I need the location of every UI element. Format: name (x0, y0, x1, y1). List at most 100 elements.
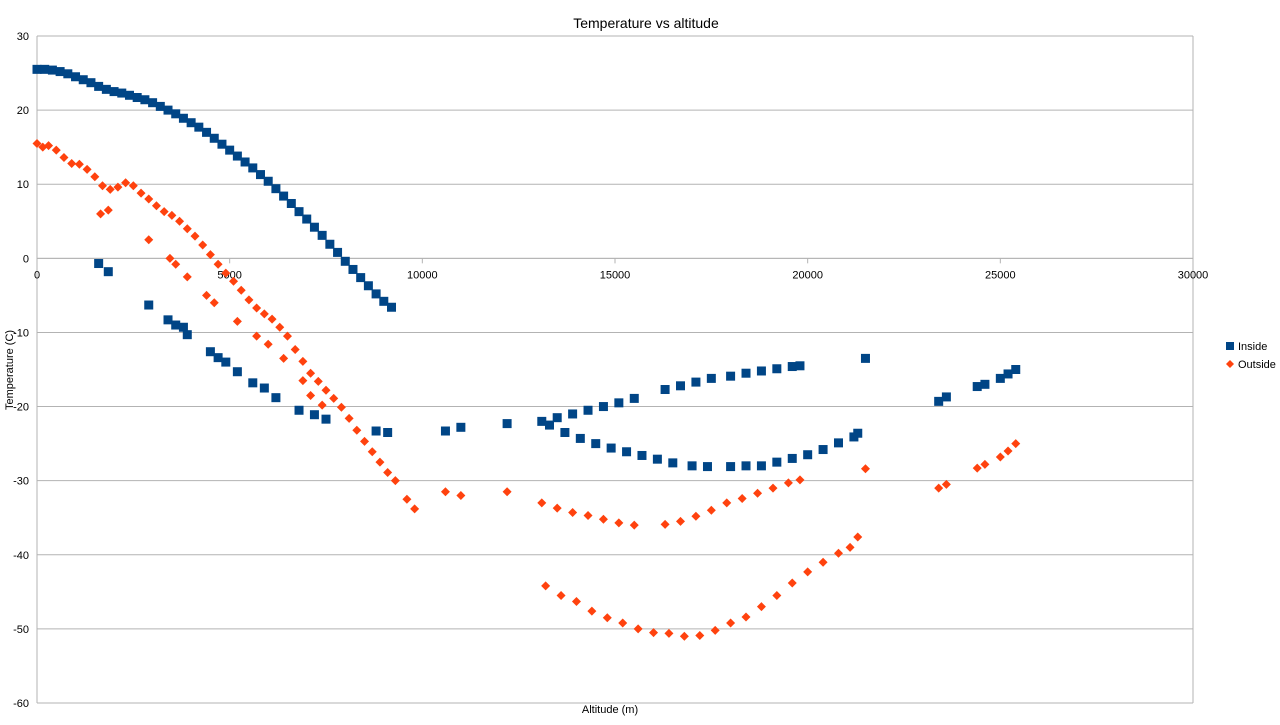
outside-data-point (263, 339, 273, 349)
outside-data-point (737, 493, 747, 503)
inside-data-point (456, 422, 466, 432)
inside-data-point (240, 157, 250, 167)
inside-data-point (217, 139, 227, 149)
outside-data-point (995, 452, 1005, 462)
inside-data-point (248, 378, 258, 388)
inside-data-point (502, 419, 512, 429)
inside-data-point (302, 214, 312, 224)
outside-data-point (1011, 439, 1021, 449)
outside-data-point (67, 158, 77, 168)
outside-data-point (390, 476, 400, 486)
outside-data-point (614, 518, 624, 528)
outside-data-point (98, 181, 108, 191)
inside-data-point (124, 90, 134, 100)
inside-data-point (741, 461, 751, 471)
inside-data-point (629, 393, 639, 403)
inside-data-point (356, 273, 366, 283)
legend: Inside Outside (1226, 341, 1276, 371)
outside-data-point (726, 618, 736, 628)
x-tick-label: 15000 (600, 269, 631, 281)
x-tick-label: 30000 (1178, 269, 1209, 281)
inside-data-point (103, 267, 113, 277)
inside-data-point (117, 88, 127, 98)
inside-data-point (94, 259, 104, 269)
inside-data-point (598, 402, 608, 412)
inside-data-point (40, 64, 50, 74)
inside-data-point (317, 230, 327, 240)
outside-data-point (787, 578, 797, 588)
outside-data-point (306, 390, 316, 400)
inside-data-point (263, 176, 273, 186)
outside-data-point (290, 344, 300, 354)
inside-data-point (591, 439, 601, 449)
outside-data-point (980, 459, 990, 469)
inside-data-point (660, 385, 670, 395)
outside-data-point (803, 567, 813, 577)
outside-data-point (618, 618, 628, 628)
outside-data-point (205, 250, 215, 260)
y-tick-label: 10 (17, 179, 29, 191)
x-tick-label: 5000 (217, 269, 241, 281)
inside-data-point (972, 382, 982, 392)
inside-data-point (178, 322, 188, 332)
inside-data-point (756, 461, 766, 471)
inside-data-point (194, 122, 204, 132)
inside-data-point (279, 191, 289, 201)
inside-data-point (213, 353, 223, 363)
outside-data-point (44, 141, 54, 151)
outside-data-point (113, 182, 123, 192)
outside-data-point (710, 625, 720, 635)
outside-data-point (537, 498, 547, 508)
inside-data-point (980, 379, 990, 389)
outside-data-point (853, 532, 863, 542)
inside-data-point (860, 353, 870, 363)
outside-data-point (275, 322, 285, 332)
inside-data-point (853, 428, 863, 438)
outside-data-point (972, 463, 982, 473)
outside-data-point (753, 488, 763, 498)
outside-data-point (352, 425, 362, 435)
outside-data-point (329, 393, 339, 403)
outside-data-point (402, 494, 412, 504)
outside-data-point (236, 285, 246, 295)
outside-data-point (213, 259, 223, 269)
inside-data-point (371, 289, 381, 299)
x-axis-label: Altitude (m) (582, 704, 638, 716)
legend-label: Outside (1238, 359, 1276, 371)
inside-data-point (379, 296, 389, 306)
inside-data-point (833, 438, 843, 448)
outside-data-point (818, 557, 828, 567)
inside-data-point (132, 93, 142, 103)
inside-data-point (109, 87, 119, 97)
outside-data-point (182, 224, 192, 234)
inside-data-point (803, 450, 813, 460)
inside-data-point (294, 207, 304, 217)
inside-data-point (787, 362, 797, 372)
outside-data-point (90, 172, 100, 182)
inside-data-point (772, 364, 782, 374)
x-tick-label: 10000 (407, 269, 438, 281)
inside-data-point (1003, 369, 1013, 379)
inside-data-point (652, 454, 662, 464)
inside-data-point (726, 462, 736, 472)
y-axis-label: Temperature (C) (4, 330, 16, 410)
inside-data-point (140, 95, 150, 105)
inside-data-point (795, 361, 805, 371)
outside-data-point (151, 201, 161, 211)
outside-data-point (298, 376, 308, 386)
inside-data-point (741, 368, 751, 378)
outside-data-point (541, 581, 551, 591)
y-tick-label: 0 (23, 253, 29, 265)
inside-data-point (575, 433, 585, 443)
outside-data-point (144, 235, 154, 245)
outside-data-point (221, 268, 231, 278)
axes: -60 -50 -40 -30 -20 -10 0 10 20 30 0 5000 10000 15000… (13, 31, 1208, 710)
outside-data-point (602, 613, 612, 623)
inside-data-point (371, 426, 381, 436)
outside-data-point (375, 457, 385, 467)
inside-data-point (702, 462, 712, 472)
outside-data-point (756, 602, 766, 612)
inside-data-point (155, 101, 165, 111)
outside-data-point (267, 314, 277, 324)
